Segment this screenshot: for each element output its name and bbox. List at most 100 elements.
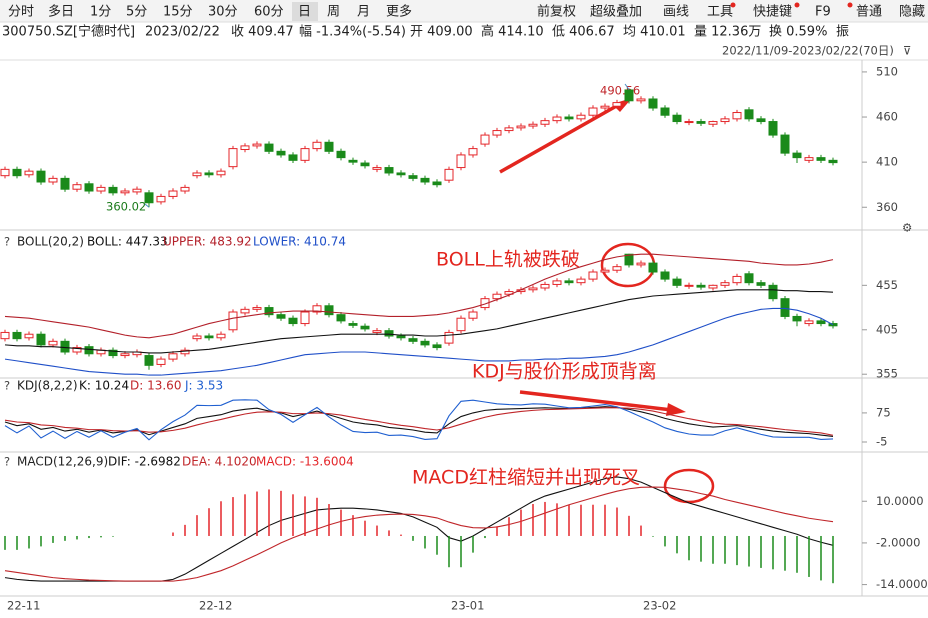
quote-info: 换 0.59% bbox=[769, 25, 827, 40]
candle-body bbox=[756, 282, 766, 286]
series-line bbox=[4, 253, 834, 339]
toolbar-button[interactable]: 工具 bbox=[707, 5, 733, 20]
candle-body bbox=[12, 331, 22, 340]
candle-body bbox=[396, 172, 406, 176]
legend-label: K: 10.24 bbox=[79, 379, 129, 393]
candle-body bbox=[36, 333, 46, 346]
candle-body bbox=[744, 109, 754, 120]
toolbar-tab[interactable]: 5分 bbox=[126, 5, 147, 20]
candle-body bbox=[24, 333, 34, 339]
toolbar-button[interactable]: 普通 bbox=[856, 5, 882, 20]
toolbar-button[interactable]: 画线 bbox=[663, 5, 689, 20]
series-line bbox=[4, 407, 834, 436]
legend-label: MACD: -13.6004 bbox=[256, 455, 354, 469]
candle-body bbox=[624, 253, 634, 266]
y-tick-label: -14.0000 bbox=[876, 577, 928, 591]
candle-body bbox=[552, 280, 562, 285]
candle-body bbox=[108, 186, 118, 194]
quote-info: 开 409.00 bbox=[410, 25, 473, 40]
candle-body bbox=[792, 315, 802, 322]
y-tick-label: 460 bbox=[876, 110, 898, 124]
y-tick-label: 355 bbox=[876, 367, 898, 381]
quote-info: 300750.SZ[宁德时代] bbox=[2, 24, 135, 40]
candle-body bbox=[228, 311, 238, 331]
toolbar-button[interactable]: F9 bbox=[815, 5, 831, 20]
candle-body bbox=[468, 311, 478, 319]
series-line bbox=[4, 399, 834, 441]
candle-body bbox=[240, 308, 250, 314]
toolbar-bg bbox=[0, 0, 928, 22]
y-tick-label: 410 bbox=[876, 155, 898, 169]
candle-body bbox=[708, 121, 718, 125]
candle-body bbox=[708, 284, 718, 289]
candle-body bbox=[36, 170, 46, 183]
candle-body bbox=[372, 330, 382, 333]
toolbar-tab[interactable]: 更多 bbox=[386, 4, 412, 20]
candle-body bbox=[444, 331, 454, 344]
candle-body bbox=[192, 335, 202, 340]
candle-body bbox=[528, 287, 538, 291]
toolbar-tab[interactable]: 多日 bbox=[48, 4, 74, 20]
candle-body bbox=[540, 120, 550, 125]
candle-body bbox=[60, 177, 70, 190]
date-range: 2022/11/09-2023/02/22(70日) bbox=[722, 44, 894, 58]
candle-body bbox=[804, 320, 814, 325]
candle-body bbox=[528, 123, 538, 127]
toolbar-tab[interactable]: 分时 bbox=[8, 5, 34, 20]
candle-body bbox=[828, 159, 838, 164]
settings-icon[interactable]: ⚙ bbox=[902, 221, 912, 235]
candle-body bbox=[768, 284, 778, 300]
toolbar-button[interactable]: 快捷键 bbox=[753, 5, 792, 20]
toolbar-tab[interactable]: 1分 bbox=[90, 5, 111, 20]
toolbar-button[interactable]: 超级叠加 bbox=[590, 5, 642, 20]
legend-label: LOWER: 410.74 bbox=[253, 235, 346, 249]
max-label: 490.56 bbox=[600, 84, 640, 98]
candle-body bbox=[444, 168, 454, 181]
candle-body bbox=[684, 284, 694, 287]
toolbar-button[interactable]: 前复权 bbox=[537, 4, 576, 20]
toolbar-tab[interactable]: 30分 bbox=[208, 5, 238, 20]
candle-body bbox=[48, 177, 58, 183]
candle-body bbox=[84, 183, 94, 192]
toolbar-button[interactable]: 隐藏 bbox=[899, 5, 925, 20]
toolbar-tab[interactable]: 60分 bbox=[254, 5, 284, 20]
candle-body bbox=[204, 172, 214, 176]
candle-body bbox=[720, 118, 730, 123]
toolbar-tab[interactable]: 15分 bbox=[163, 5, 193, 20]
candle-body bbox=[168, 190, 178, 197]
help-icon[interactable]: ? bbox=[4, 235, 10, 249]
toolbar-tab[interactable]: 周 bbox=[327, 5, 340, 20]
candle-body bbox=[780, 298, 790, 317]
candle-body bbox=[612, 102, 622, 107]
candle-body bbox=[48, 340, 58, 346]
candle-body bbox=[360, 325, 370, 330]
candle-body bbox=[360, 162, 370, 167]
candle-body bbox=[60, 340, 70, 353]
toolbar-tab[interactable]: 日 bbox=[298, 5, 311, 20]
candle-body bbox=[72, 184, 82, 190]
help-icon[interactable]: ? bbox=[4, 455, 10, 469]
panel-title: KDJ(8,2,2) bbox=[17, 379, 78, 393]
candle-body bbox=[240, 145, 250, 151]
candle-body bbox=[804, 157, 814, 161]
candle-body bbox=[816, 320, 826, 325]
candle-body bbox=[228, 148, 238, 168]
candle-body bbox=[216, 333, 226, 339]
badge-dot bbox=[730, 2, 736, 8]
dropdown-icon[interactable]: ⊽ bbox=[903, 44, 911, 58]
help-icon[interactable]: ? bbox=[4, 379, 10, 393]
candle-body bbox=[0, 168, 10, 177]
x-tick-label: 23-01 bbox=[451, 599, 484, 613]
candle-body bbox=[276, 314, 286, 319]
candle-body bbox=[648, 98, 658, 109]
candle-body bbox=[408, 338, 418, 342]
candle-body bbox=[696, 121, 706, 124]
candle-body bbox=[0, 331, 10, 340]
candle-body bbox=[588, 107, 598, 116]
active-tab-bg bbox=[292, 2, 318, 21]
arrow-head bbox=[666, 403, 686, 416]
candle-body bbox=[132, 188, 142, 193]
toolbar-tab[interactable]: 月 bbox=[357, 5, 370, 20]
legend-label: J: 3.53 bbox=[184, 379, 223, 393]
